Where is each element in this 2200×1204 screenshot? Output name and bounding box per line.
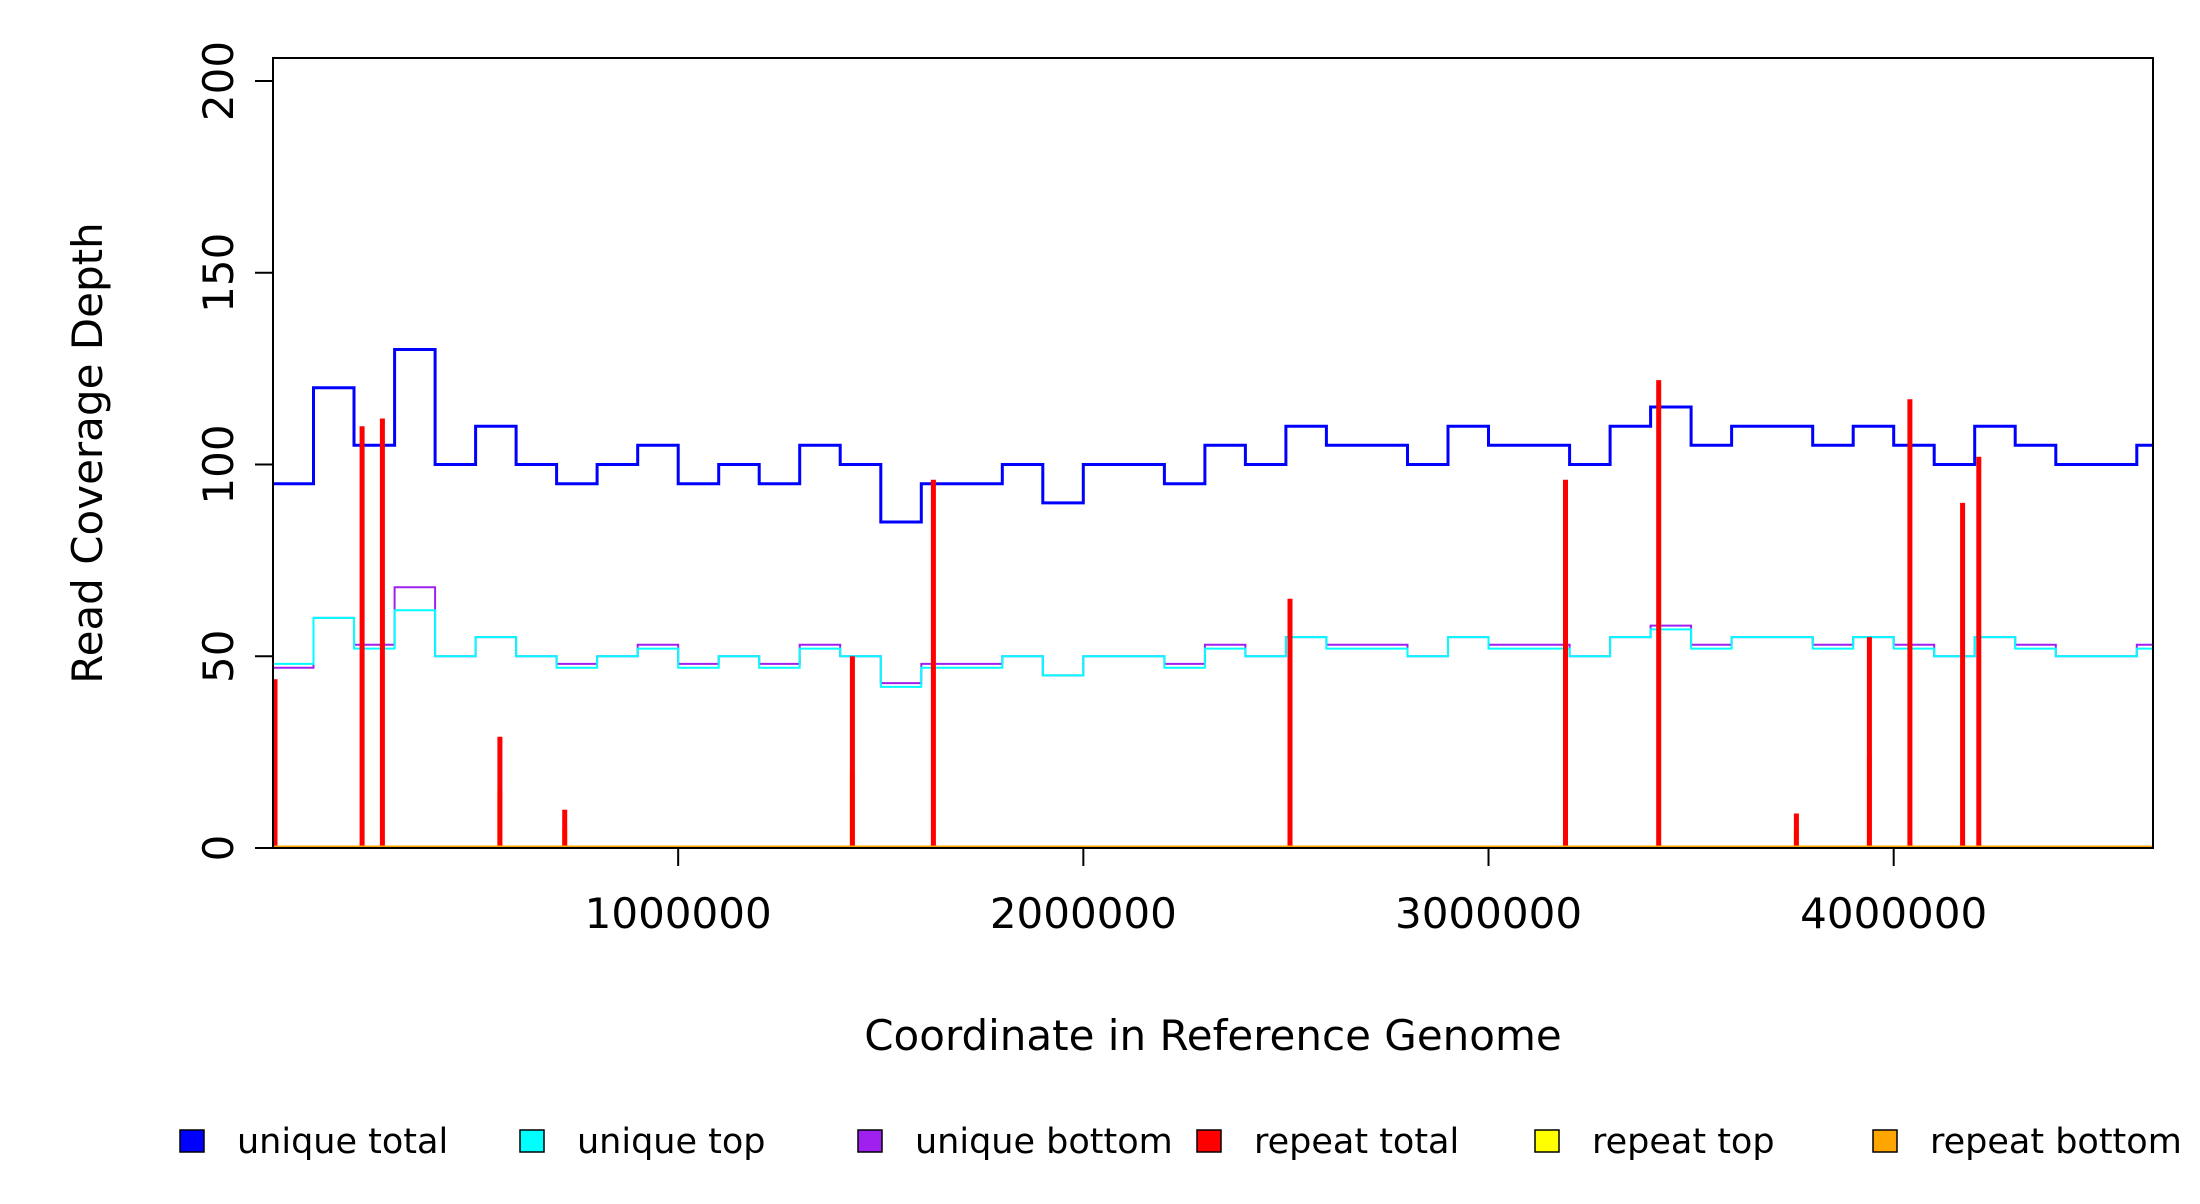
series-unique-total bbox=[273, 348, 2153, 524]
y-tick-label: 100 bbox=[194, 424, 243, 504]
x-tick-label: 2000000 bbox=[990, 889, 1177, 938]
legend-label: unique top bbox=[577, 1122, 766, 1162]
legend-swatch bbox=[519, 1129, 545, 1153]
legend-item-repeat-total: repeat total bbox=[1196, 1122, 1459, 1162]
legend-label: unique total bbox=[237, 1122, 448, 1162]
x-tick-label: 4000000 bbox=[1800, 889, 1987, 938]
legend-label: repeat total bbox=[1254, 1122, 1459, 1162]
legend-item-unique-top: unique top bbox=[519, 1122, 766, 1162]
legend-swatch bbox=[1872, 1129, 1898, 1153]
series-line-unique-total bbox=[273, 348, 2153, 524]
x-tick-label: 3000000 bbox=[1395, 889, 1582, 938]
axes-layer: 1000000 2000000 3000000 4000000 0 50 100 150 200 bbox=[194, 41, 1987, 938]
y-tick-label: 0 bbox=[194, 835, 243, 862]
plot-frame bbox=[272, 57, 2154, 849]
series-repeat-bottom bbox=[272, 744, 1872, 848]
series-line-unique-top bbox=[273, 609, 2153, 688]
legend-item-unique-bottom: unique bottom bbox=[857, 1122, 1173, 1162]
legend-swatch bbox=[1196, 1129, 1222, 1153]
x-axis-label: Coordinate in Reference Genome bbox=[864, 1011, 1562, 1060]
legend-item-unique-total: unique total bbox=[179, 1122, 448, 1162]
series-repeat-total bbox=[272, 380, 1982, 848]
legend-swatch bbox=[179, 1129, 205, 1153]
legend-label: unique bottom bbox=[915, 1122, 1173, 1162]
legend-label: repeat bottom bbox=[1930, 1122, 2182, 1162]
y-tick-label: 50 bbox=[194, 630, 243, 683]
legend: unique total unique top unique bottom repea… bbox=[179, 1122, 2182, 1162]
legend-item-repeat-bottom: repeat bottom bbox=[1872, 1122, 2182, 1162]
y-axis-label: Read Coverage Depth bbox=[63, 222, 112, 683]
legend-swatch bbox=[1534, 1129, 1560, 1153]
legend-label: repeat top bbox=[1592, 1122, 1775, 1162]
legend-swatch bbox=[857, 1129, 883, 1153]
series-repeat-top bbox=[272, 763, 1872, 848]
legend-item-repeat-top: repeat top bbox=[1534, 1122, 1775, 1162]
x-tick-label: 1000000 bbox=[585, 889, 772, 938]
y-tick-label: 200 bbox=[194, 41, 243, 121]
series-layer bbox=[272, 348, 2153, 849]
y-tick-label: 150 bbox=[194, 233, 243, 313]
series-unique-top bbox=[273, 609, 2153, 688]
